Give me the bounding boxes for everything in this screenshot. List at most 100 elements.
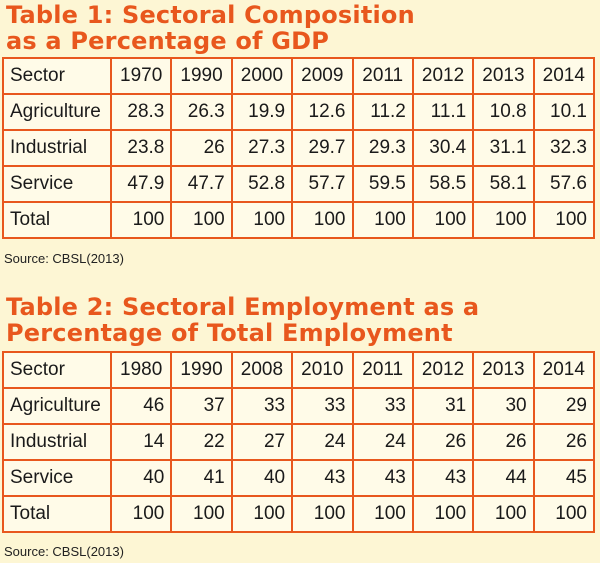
header-cell: 1990 — [170, 57, 233, 95]
value-cell: 26 — [411, 423, 475, 461]
value-cell: 100 — [230, 495, 294, 533]
table-row: Industrial 23.8 26 27.3 29.7 29.3 30.4 31.1 32.3 — [2, 129, 596, 167]
sector-cell: Agriculture — [2, 93, 112, 131]
value-cell: 100 — [170, 495, 233, 533]
sector-cell: Total — [2, 201, 112, 239]
value-cell: 40 — [230, 459, 294, 497]
sector-cell: Agriculture — [2, 387, 112, 425]
value-cell: 100 — [291, 201, 354, 239]
header-cell: 1970 — [109, 57, 173, 95]
value-cell: 31 — [411, 387, 475, 425]
value-cell: 100 — [170, 201, 233, 239]
header-row: Sector 1980 1990 2008 2010 2011 2012 2013 2014 — [2, 351, 596, 389]
value-cell: 40 — [109, 459, 173, 497]
header-cell: 1980 — [109, 351, 173, 389]
value-cell: 44 — [472, 459, 535, 497]
value-cell: 33 — [351, 387, 414, 425]
value-cell: 58.5 — [411, 165, 475, 203]
table2-title-line1: Table 2: Sectoral Employment as a — [6, 293, 480, 321]
header-cell: 2009 — [291, 57, 354, 95]
value-cell: 100 — [291, 495, 354, 533]
employment-table: Sector 1980 1990 2008 2010 2011 2012 2013 2014 Ag… — [2, 351, 596, 533]
value-cell: 10.1 — [532, 93, 596, 131]
value-cell: 47.9 — [109, 165, 173, 203]
sector-cell: Industrial — [2, 423, 112, 461]
table1-source: Source: CBSL(2013) — [4, 251, 124, 266]
value-cell: 100 — [109, 201, 173, 239]
value-cell: 46 — [109, 387, 173, 425]
header-cell: 1990 — [170, 351, 233, 389]
value-cell: 100 — [411, 201, 475, 239]
header-cell: 2008 — [230, 351, 294, 389]
value-cell: 100 — [532, 495, 596, 533]
table2-source: Source: CBSL(2013) — [4, 544, 124, 559]
value-cell: 32.3 — [532, 129, 596, 167]
value-cell: 26 — [472, 423, 535, 461]
value-cell: 58.1 — [472, 165, 535, 203]
value-cell: 43 — [351, 459, 414, 497]
value-cell: 100 — [351, 201, 414, 239]
value-cell: 24 — [291, 423, 354, 461]
table-row: Industrial 14 22 27 24 24 26 26 26 — [2, 423, 596, 461]
value-cell: 100 — [351, 495, 414, 533]
value-cell: 12.6 — [291, 93, 354, 131]
value-cell: 43 — [291, 459, 354, 497]
table-row: Total 100 100 100 100 100 100 100 100 — [2, 201, 596, 239]
value-cell: 100 — [109, 495, 173, 533]
value-cell: 27.3 — [230, 129, 294, 167]
value-cell: 29.3 — [351, 129, 414, 167]
value-cell: 57.7 — [291, 165, 354, 203]
header-cell: 2014 — [532, 351, 596, 389]
table-row: Agriculture 46 37 33 33 33 31 30 29 — [2, 387, 596, 425]
sector-cell: Service — [2, 165, 112, 203]
header-cell: 2012 — [411, 57, 475, 95]
value-cell: 100 — [411, 495, 475, 533]
table2-title: Table 2: Sectoral Employment as a Percen… — [6, 294, 479, 346]
value-cell: 33 — [291, 387, 354, 425]
value-cell: 26 — [170, 129, 233, 167]
value-cell: 59.5 — [351, 165, 414, 203]
value-cell: 31.1 — [472, 129, 535, 167]
value-cell: 45 — [532, 459, 596, 497]
sector-cell: Industrial — [2, 129, 112, 167]
value-cell: 47.7 — [170, 165, 233, 203]
value-cell: 100 — [230, 201, 294, 239]
value-cell: 26 — [532, 423, 596, 461]
header-row: Sector 1970 1990 2000 2009 2011 2012 2013 2014 — [2, 57, 596, 95]
value-cell: 100 — [472, 201, 535, 239]
header-cell: 2000 — [230, 57, 294, 95]
gdp-composition-table: Sector 1970 1990 2000 2009 2011 2012 2013 2014 Ag… — [2, 57, 596, 239]
value-cell: 33 — [230, 387, 294, 425]
value-cell: 19.9 — [230, 93, 294, 131]
header-cell: Sector — [2, 351, 112, 389]
header-cell: 2014 — [532, 57, 596, 95]
value-cell: 24 — [351, 423, 414, 461]
value-cell: 10.8 — [472, 93, 535, 131]
header-cell: 2012 — [411, 351, 475, 389]
table1-title-line1: Table 1: Sectoral Composition — [6, 1, 415, 29]
value-cell: 30 — [472, 387, 535, 425]
header-cell: 2010 — [291, 351, 354, 389]
header-cell: 2013 — [472, 351, 535, 389]
value-cell: 23.8 — [109, 129, 173, 167]
value-cell: 30.4 — [411, 129, 475, 167]
table2-title-line2: Percentage of Total Employment — [6, 319, 453, 347]
value-cell: 100 — [532, 201, 596, 239]
value-cell: 43 — [411, 459, 475, 497]
header-cell: 2013 — [472, 57, 535, 95]
sector-cell: Total — [2, 495, 112, 533]
value-cell: 28.3 — [109, 93, 173, 131]
sector-cell: Service — [2, 459, 112, 497]
header-cell: 2011 — [351, 351, 414, 389]
value-cell: 29 — [532, 387, 596, 425]
value-cell: 100 — [472, 495, 535, 533]
table-row: Agriculture 28.3 26.3 19.9 12.6 11.2 11.1 10.8 1… — [2, 93, 596, 131]
table1-title: Table 1: Sectoral Composition as a Perce… — [6, 2, 415, 54]
value-cell: 26.3 — [170, 93, 233, 131]
value-cell: 11.2 — [351, 93, 414, 131]
value-cell: 11.1 — [411, 93, 475, 131]
header-cell: Sector — [2, 57, 112, 95]
value-cell: 27 — [230, 423, 294, 461]
value-cell: 41 — [170, 459, 233, 497]
value-cell: 37 — [170, 387, 233, 425]
